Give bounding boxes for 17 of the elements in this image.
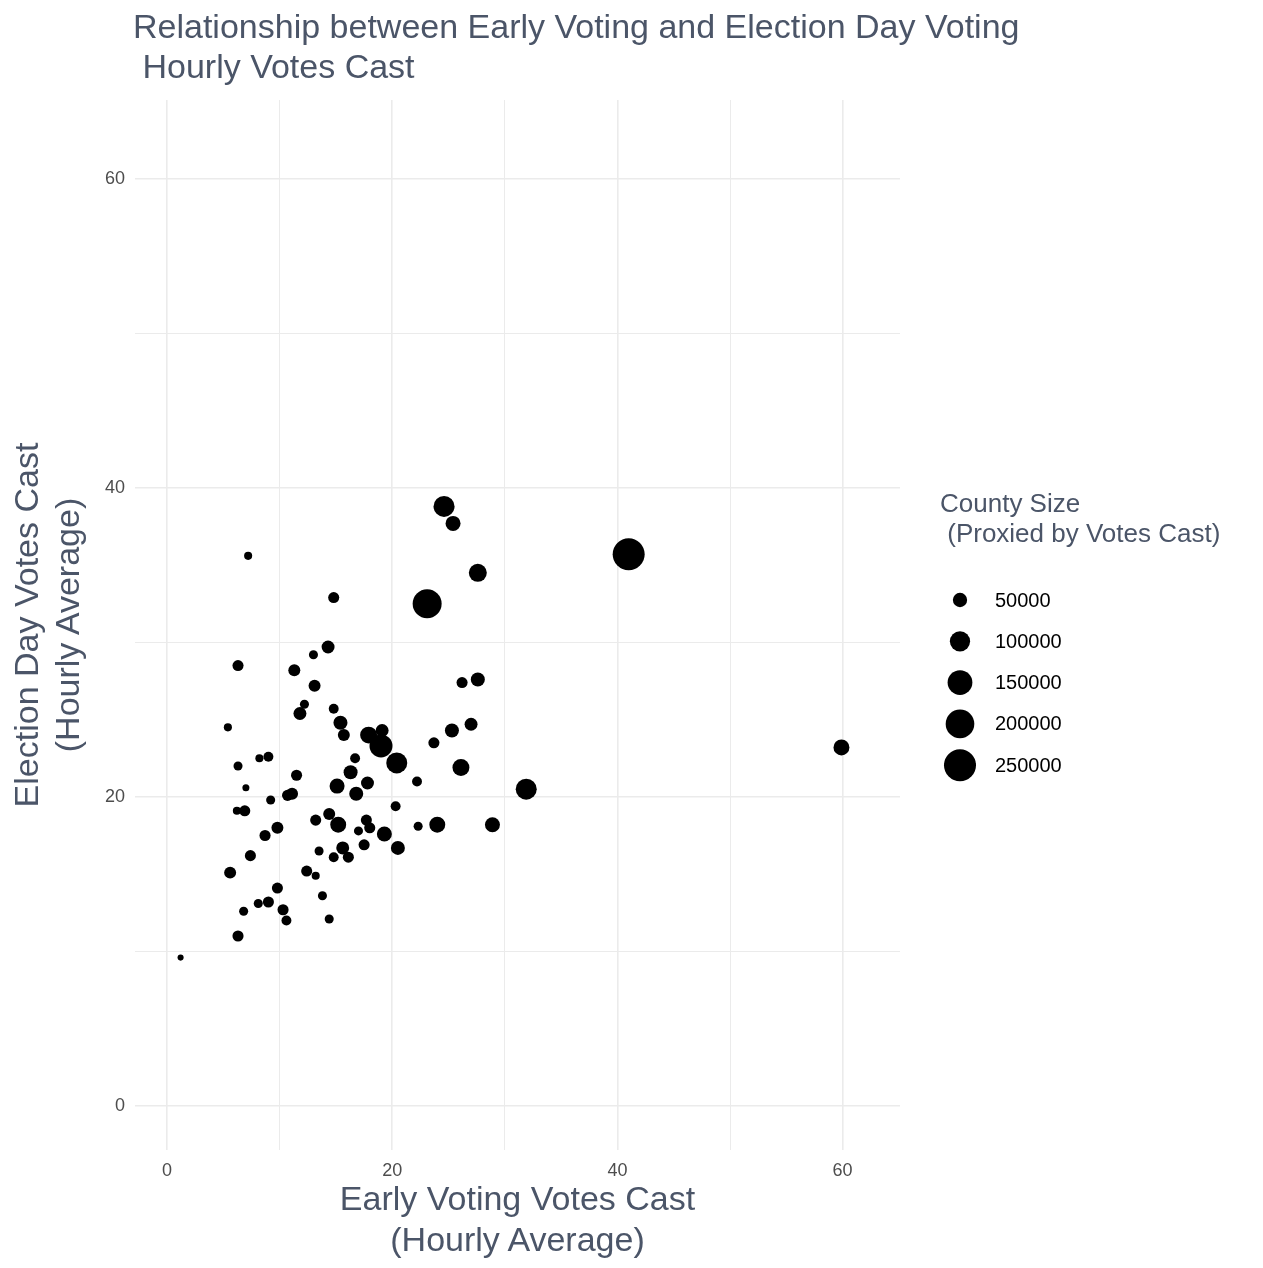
x-tick-label: 60 <box>832 1159 853 1180</box>
x-axis-title: Early Voting Votes Cast (Hourly Average) <box>339 1179 696 1258</box>
legend-label: 150000 <box>995 671 1062 694</box>
legend-title: County Size (Proxied by Votes Cast) <box>940 488 1221 548</box>
legend-label: 50000 <box>995 588 1051 611</box>
y-tick-label: 0 <box>114 1094 125 1115</box>
y-axis-title: Election Day Votes Cast (Hourly Average) <box>6 442 86 808</box>
legend-label: 100000 <box>995 629 1062 652</box>
legend-label: 200000 <box>995 712 1062 735</box>
y-tick-label: 60 <box>104 167 125 188</box>
x-tick-label: 20 <box>382 1159 403 1180</box>
legend-label: 250000 <box>995 753 1062 776</box>
x-tick-label: 0 <box>162 1159 173 1180</box>
y-tick-label: 20 <box>104 785 125 806</box>
chart-title: Relationship between Early Voting and Election Day Voting Hourly Votes Cast <box>133 7 1020 85</box>
y-tick-label: 40 <box>104 476 125 497</box>
x-tick-label: 40 <box>607 1159 628 1180</box>
